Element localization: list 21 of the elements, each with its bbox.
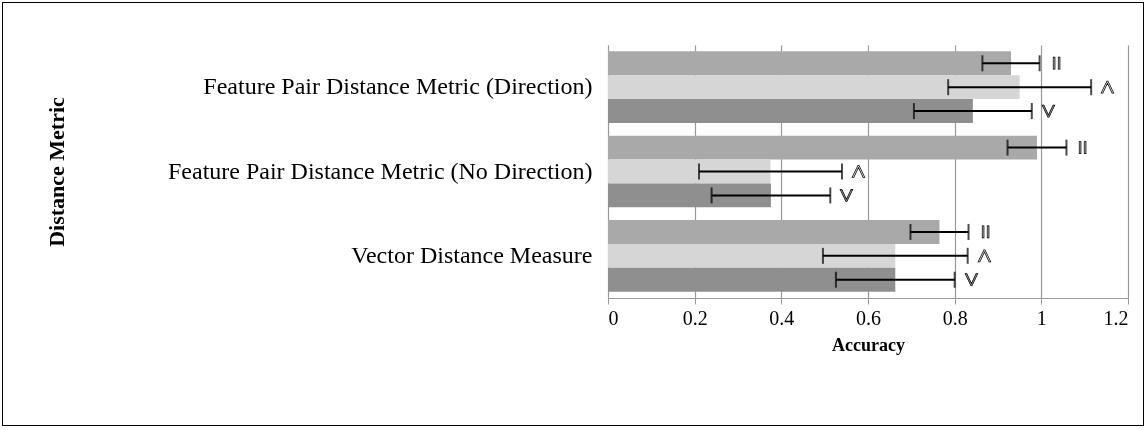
x-tick-label: 0.2 (682, 306, 708, 329)
y-tick-label: Vector Distance Measure (351, 241, 593, 268)
text: > (956, 272, 986, 288)
x-tick-label: 0.4 (769, 306, 795, 329)
x-tick-label: 1 (1036, 306, 1047, 329)
x-tick-label: 0.6 (856, 306, 881, 329)
text: > (1033, 103, 1063, 119)
y-axis-title: Distance Metric (43, 96, 69, 247)
y-tick-label: Feature Pair Distance Metric (Direction) (203, 73, 593, 100)
text: = (970, 224, 1000, 240)
text: > (832, 187, 862, 203)
x-tick-label: 0 (608, 306, 619, 329)
text: < (1093, 79, 1123, 95)
text: < (844, 164, 873, 179)
text: < (969, 248, 999, 264)
x-tick-label: 1.2 (1103, 306, 1129, 329)
x-tick-label: 0.8 (942, 306, 968, 329)
text: = (1068, 140, 1098, 156)
y-tick-label: Feature Pair Distance Metric (No Direction) (167, 157, 593, 184)
x-axis-title: Accuracy (832, 334, 905, 355)
text: = (1041, 55, 1071, 71)
